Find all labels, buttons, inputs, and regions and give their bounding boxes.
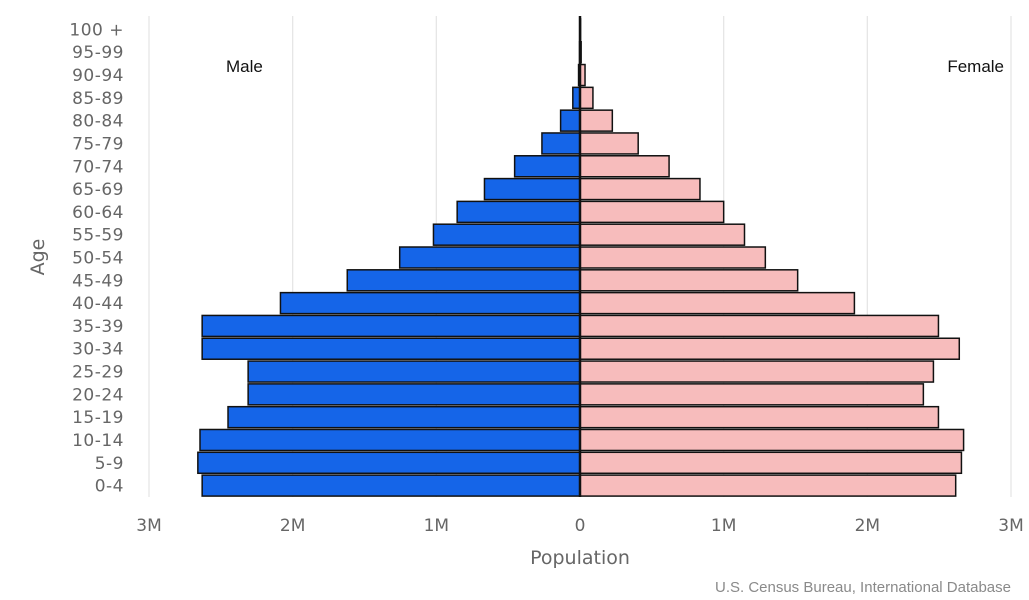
age-label-15-19: 15-19 — [72, 408, 124, 428]
bar-female-80-84 — [579, 109, 614, 132]
age-label-75-79: 75-79 — [72, 134, 124, 154]
age-label-85-89: 85-89 — [72, 89, 124, 109]
age-label-70-74: 70-74 — [72, 157, 124, 177]
bar-female-50-54 — [579, 246, 767, 269]
age-label-55-59: 55-59 — [72, 226, 124, 246]
age-label-20-24: 20-24 — [72, 385, 124, 405]
bar-female-70-74 — [579, 155, 670, 178]
age-label-5-9: 5-9 — [95, 454, 124, 474]
bar-male-55-59 — [432, 223, 581, 246]
age-label-45-49: 45-49 — [72, 271, 124, 291]
bar-male-10-14 — [199, 428, 581, 452]
bar-male-20-24 — [247, 383, 581, 406]
age-label-10-14: 10-14 — [72, 431, 124, 451]
bar-female-0-4 — [579, 474, 957, 497]
bars — [197, 16, 965, 497]
age-label-35-39: 35-39 — [72, 317, 124, 337]
x-tick-labels: 3M 2M 1M 0 1M 2M 3M — [136, 516, 1023, 536]
bar-female-15-19 — [579, 405, 940, 429]
age-label-80-84: 80-84 — [72, 112, 124, 132]
bar-female-10-14 — [579, 428, 965, 452]
source-credit: U.S. Census Bureau, International Databa… — [715, 579, 1011, 596]
bar-female-5-9 — [579, 451, 963, 475]
age-label-50-54: 50-54 — [72, 249, 124, 269]
bar-female-30-34 — [579, 337, 961, 360]
x-tick-label-6: 3M — [998, 516, 1023, 536]
bar-female-20-24 — [579, 383, 925, 406]
bar-male-15-19 — [227, 405, 581, 429]
bar-male-70-74 — [513, 155, 581, 178]
bar-male-65-69 — [483, 177, 581, 201]
y-axis-title: Age — [27, 239, 49, 276]
bar-female-35-39 — [579, 314, 940, 338]
bar-female-55-59 — [579, 223, 746, 246]
bar-male-40-44 — [279, 291, 581, 315]
bar-male-0-4 — [201, 474, 581, 497]
age-label-30-34: 30-34 — [72, 340, 124, 360]
bar-male-5-9 — [197, 451, 581, 475]
female-label: Female — [947, 57, 1004, 76]
male-label: Male — [226, 57, 263, 76]
age-label-40-44: 40-44 — [72, 294, 124, 314]
x-tick-label-2: 1M — [424, 516, 449, 536]
bar-male-45-49 — [346, 269, 581, 292]
age-label-65-69: 65-69 — [72, 180, 124, 200]
age-label-90-94: 90-94 — [72, 66, 124, 86]
age-label-60-64: 60-64 — [72, 203, 124, 223]
x-axis-title: Population — [530, 547, 630, 569]
bar-female-75-79 — [579, 132, 639, 155]
bar-female-85-89 — [579, 86, 594, 110]
age-label-95-99: 95-99 — [72, 43, 124, 63]
bar-female-60-64 — [579, 200, 725, 224]
age-label-0-4: 0-4 — [95, 477, 124, 497]
bar-female-65-69 — [579, 177, 701, 201]
bar-male-50-54 — [398, 246, 581, 269]
x-tick-label-0: 3M — [136, 516, 161, 536]
x-tick-label-1: 2M — [280, 516, 305, 536]
bar-male-35-39 — [201, 314, 581, 338]
x-tick-label-4: 1M — [711, 516, 736, 536]
bar-male-25-29 — [247, 360, 581, 383]
bar-female-40-44 — [579, 291, 856, 315]
x-tick-label-5: 2M — [855, 516, 880, 536]
age-label-100: 100 + — [69, 20, 124, 40]
bar-male-60-64 — [456, 200, 581, 224]
x-tick-label-3: 0 — [575, 516, 586, 536]
bar-male-75-79 — [541, 132, 581, 155]
bar-female-25-29 — [579, 360, 935, 383]
bar-male-30-34 — [201, 337, 581, 360]
bar-male-80-84 — [559, 109, 581, 132]
age-label-25-29: 25-29 — [72, 363, 124, 383]
bar-female-45-49 — [579, 269, 799, 292]
